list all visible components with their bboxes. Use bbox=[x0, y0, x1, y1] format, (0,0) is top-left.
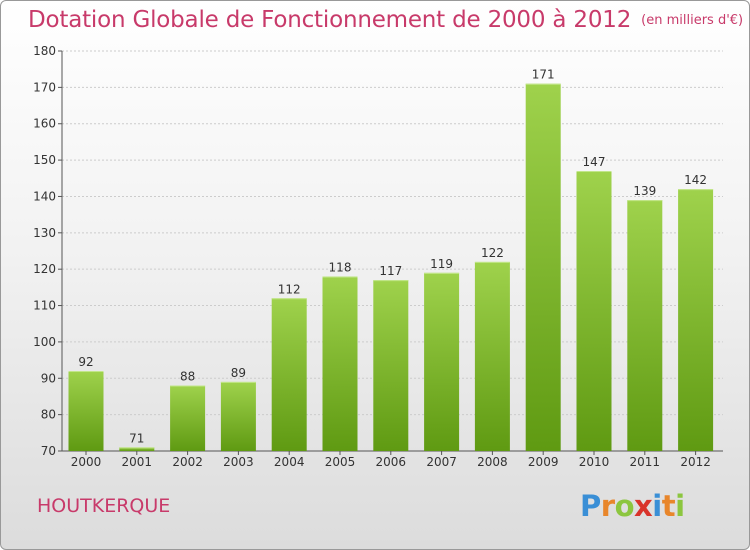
bar bbox=[576, 171, 612, 451]
x-tick-label: 2004 bbox=[274, 455, 305, 469]
x-tick-label: 2001 bbox=[122, 455, 153, 469]
y-tick-label: 120 bbox=[33, 262, 56, 276]
logo-letter: i bbox=[652, 489, 662, 523]
logo-letter: r bbox=[600, 489, 615, 523]
x-tick-label: 2003 bbox=[223, 455, 254, 469]
x-tick-label: 2012 bbox=[680, 455, 711, 469]
logo-letter: P bbox=[580, 489, 601, 523]
bar-value-label: 147 bbox=[583, 155, 606, 169]
y-tick-label: 140 bbox=[33, 189, 56, 203]
bar-value-label: 139 bbox=[633, 184, 656, 198]
x-tick-label: 2011 bbox=[630, 455, 661, 469]
bar bbox=[220, 381, 256, 451]
bar bbox=[627, 200, 663, 451]
commune-name: HOUTKERQUE bbox=[37, 495, 171, 517]
y-tick-label: 170 bbox=[33, 80, 56, 94]
x-tick-label: 2010 bbox=[579, 455, 610, 469]
bar bbox=[474, 261, 510, 451]
logo-letter: i bbox=[675, 489, 685, 523]
unit-note: (en milliers d'€) bbox=[641, 13, 744, 28]
y-tick-label: 150 bbox=[33, 153, 56, 167]
bar-value-label: 89 bbox=[231, 366, 246, 380]
x-tick-label: 2002 bbox=[172, 455, 203, 469]
y-tick-label: 110 bbox=[33, 299, 56, 313]
bar-value-label: 88 bbox=[180, 370, 195, 384]
bar bbox=[678, 189, 714, 451]
x-tick-label: 2008 bbox=[477, 455, 508, 469]
bar bbox=[322, 276, 358, 451]
bar bbox=[271, 298, 307, 451]
chart-title: Dotation Globale de Fonctionnement de 20… bbox=[28, 7, 744, 33]
logo-letter: x bbox=[634, 489, 653, 523]
y-tick-label: 160 bbox=[33, 117, 56, 131]
y-tick-label: 180 bbox=[33, 44, 56, 58]
x-tick-label: 2009 bbox=[528, 455, 559, 469]
x-tick-label: 2005 bbox=[325, 455, 356, 469]
bar bbox=[170, 385, 206, 451]
bar-value-label: 71 bbox=[129, 431, 144, 445]
logo-letter: o bbox=[614, 489, 635, 523]
bar-value-label: 118 bbox=[329, 260, 352, 274]
y-tick-label: 80 bbox=[41, 408, 56, 422]
bar-value-label: 122 bbox=[481, 246, 504, 260]
bar-value-label: 92 bbox=[78, 355, 93, 369]
x-tick-label: 2006 bbox=[376, 455, 407, 469]
bar bbox=[525, 83, 561, 452]
bar bbox=[68, 371, 104, 451]
bar-value-label: 119 bbox=[430, 257, 453, 271]
bar bbox=[119, 447, 155, 451]
logo-letter: t bbox=[661, 489, 676, 523]
bar-value-label: 171 bbox=[532, 68, 555, 82]
y-tick-label: 130 bbox=[33, 226, 56, 240]
bar-value-label: 117 bbox=[379, 264, 402, 278]
bar bbox=[373, 280, 409, 451]
y-tick-label: 70 bbox=[41, 444, 56, 458]
x-tick-label: 2007 bbox=[426, 455, 457, 469]
y-tick-label: 100 bbox=[33, 335, 56, 349]
x-tick-label: 2000 bbox=[71, 455, 102, 469]
bar-value-label: 142 bbox=[684, 173, 707, 187]
proxiti-logo: Proxiti bbox=[580, 489, 685, 523]
bar-value-label: 112 bbox=[278, 282, 301, 296]
y-tick-label: 90 bbox=[41, 371, 56, 385]
bar bbox=[424, 272, 460, 451]
